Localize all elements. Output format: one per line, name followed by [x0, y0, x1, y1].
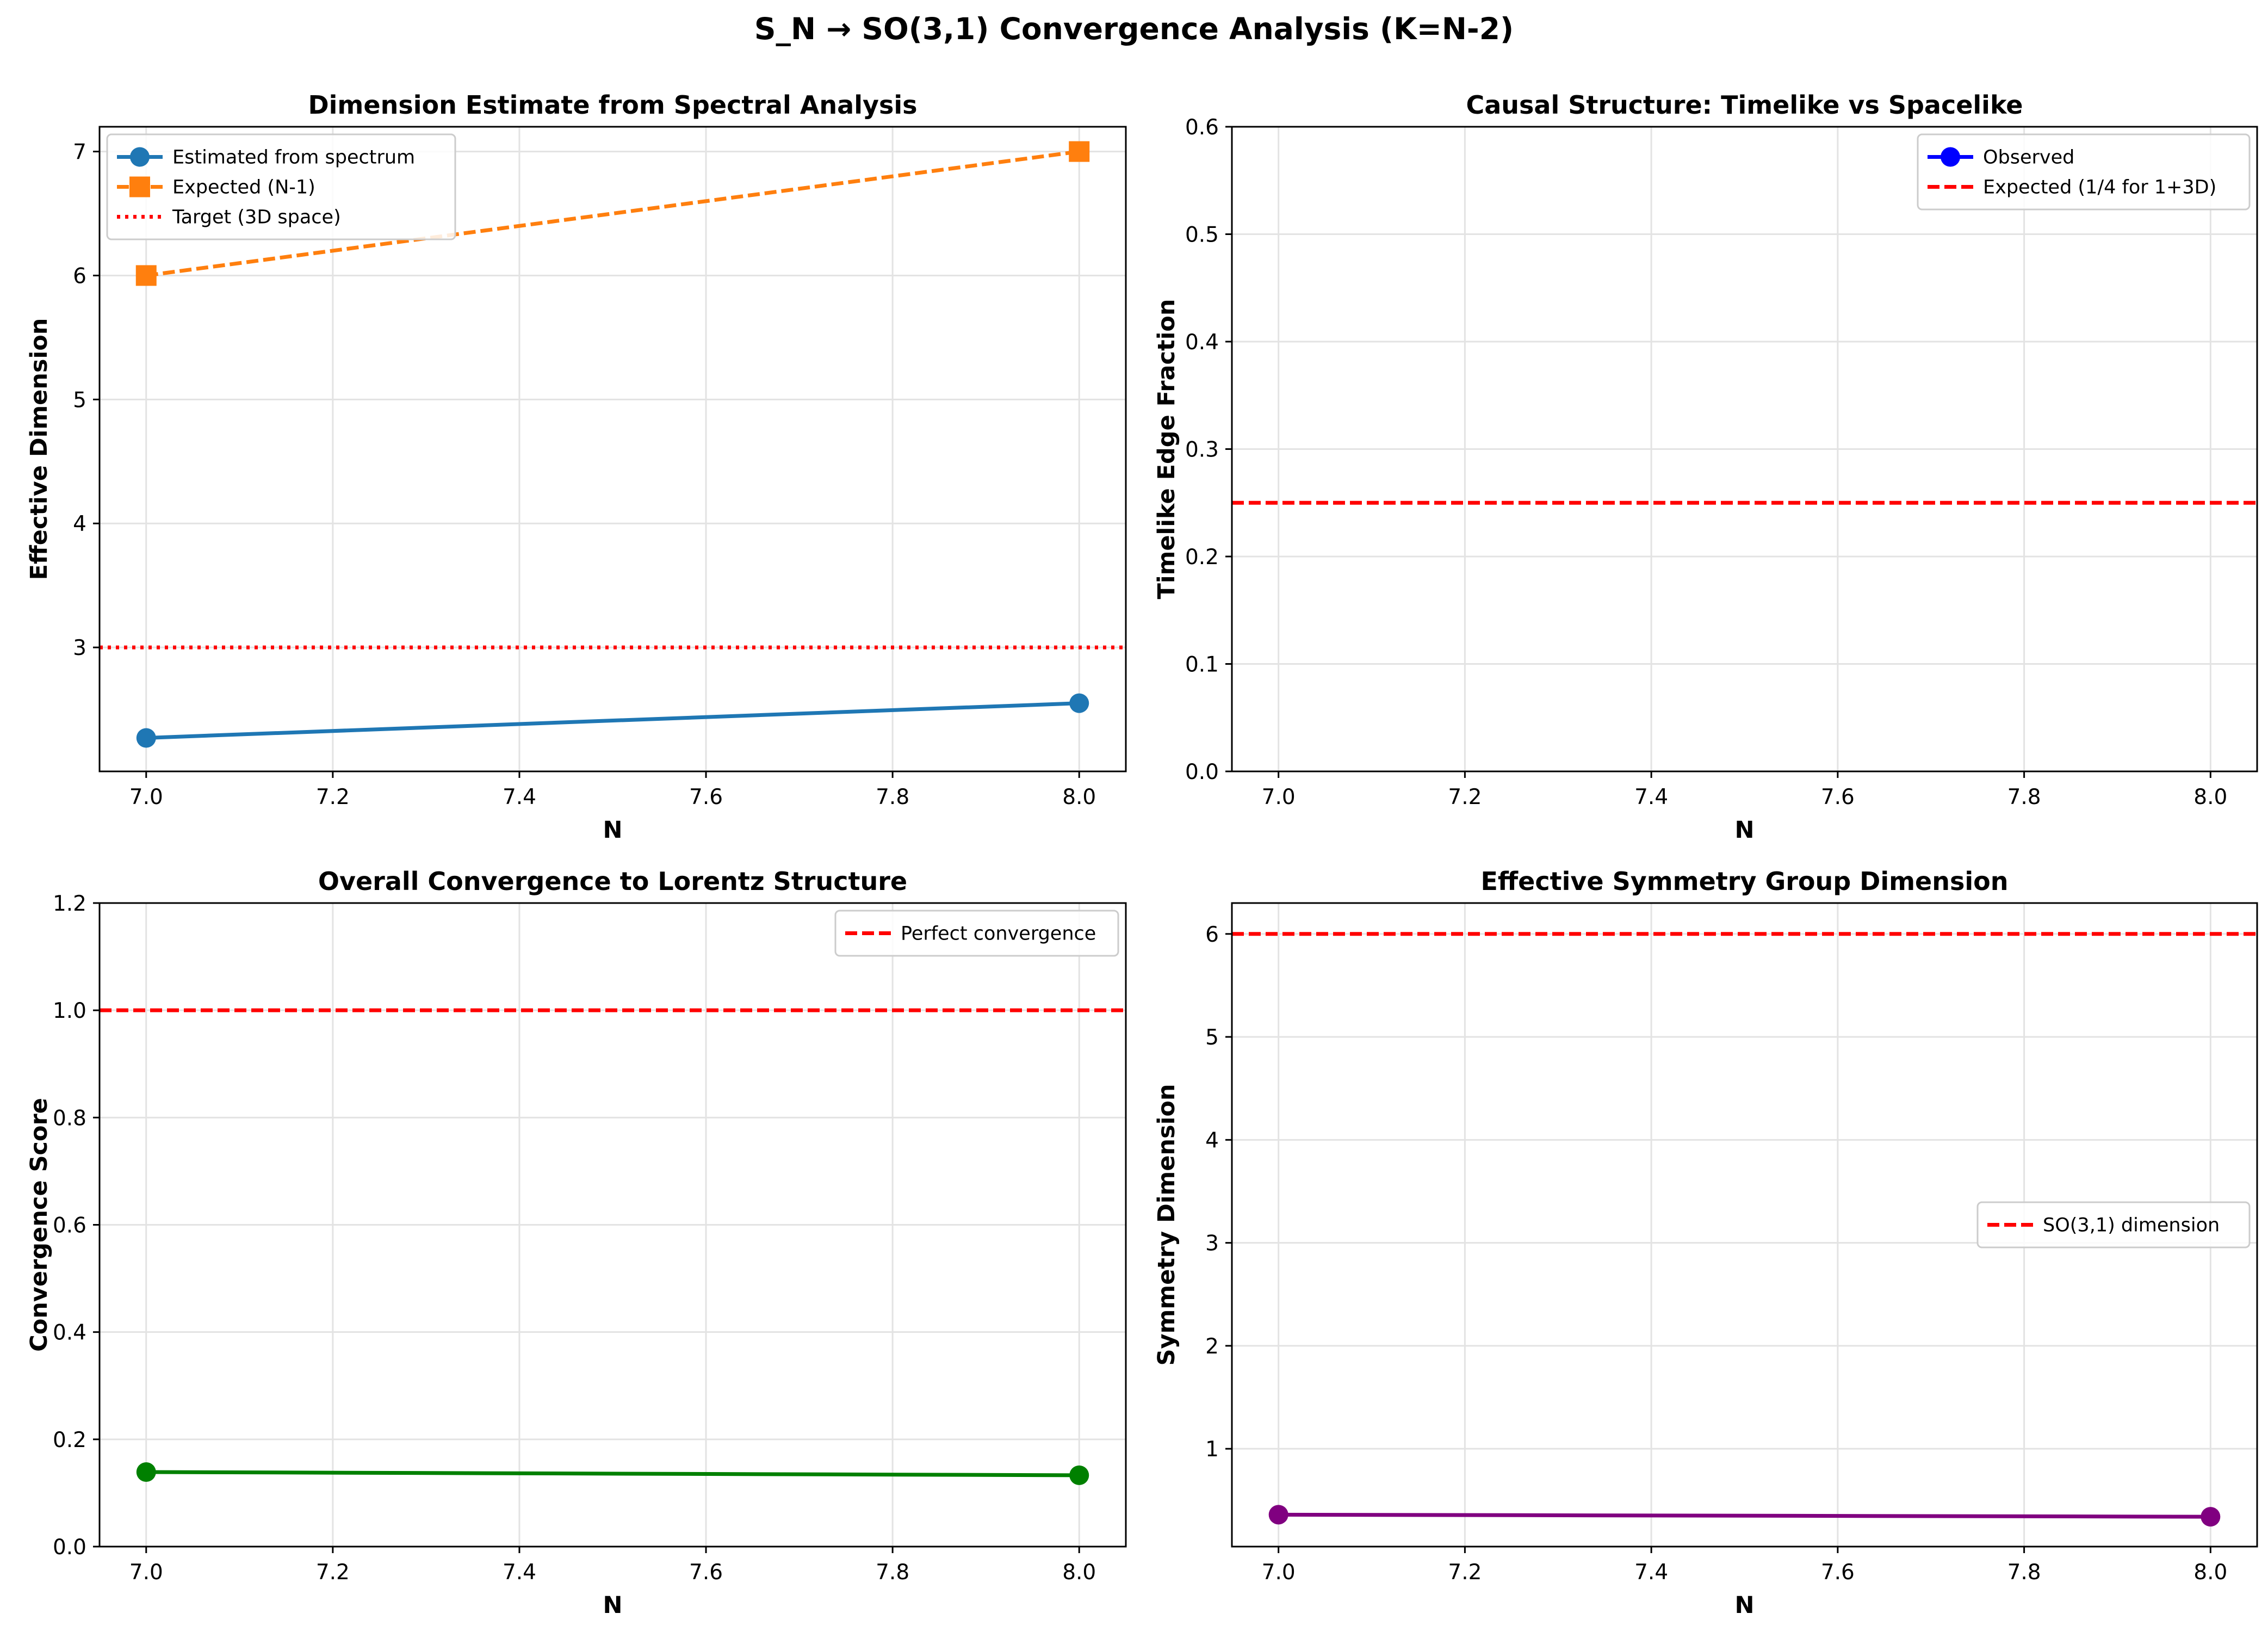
y-tick-label: 0.6 — [53, 1214, 86, 1238]
legend: Estimated from spectrum Expected (N-1) Tar… — [106, 133, 456, 240]
x-tick-label: 7.4 — [503, 785, 536, 809]
x-tick-label: 8.0 — [1062, 785, 1096, 809]
legend-box — [1917, 133, 2251, 211]
series-line-1 — [146, 1470, 1080, 1478]
y-tick-label: 7 — [73, 140, 86, 165]
y-axis-label: Timelike Edge Fraction — [1153, 299, 1180, 599]
y-tick-label: 0.0 — [1185, 760, 1219, 784]
y-tick-label: 5 — [73, 388, 86, 412]
data-point — [1069, 141, 1090, 162]
x-tick-label: 7.8 — [876, 785, 909, 809]
x-axis-label: N — [603, 1592, 623, 1619]
legend-label: Observed — [1983, 147, 2074, 169]
x-axis-label: N — [1735, 817, 1755, 844]
data-point — [1268, 1505, 1288, 1525]
y-tick-label: 0.0 — [53, 1535, 86, 1560]
plot-frame — [98, 126, 1127, 772]
legend-label: SO(3,1) dimension — [2043, 1215, 2220, 1237]
y-tick-label: 4 — [1205, 1128, 1219, 1153]
legend-label: Expected (N-1) — [172, 177, 315, 199]
series-line-1 — [146, 701, 1080, 740]
legend-swatch-marker — [129, 176, 150, 197]
data-point — [135, 265, 157, 286]
y-tick-label: 0.4 — [53, 1321, 86, 1345]
legend: Perfect convergence — [834, 910, 1119, 957]
y-tick-label: 1 — [1205, 1437, 1219, 1462]
panel-title: Causal Structure: Timelike vs Spacelike — [1466, 90, 2023, 120]
y-tick-label: 6 — [1205, 923, 1219, 947]
x-tick-label: 7.6 — [1821, 1560, 1855, 1585]
y-tick-label: 3 — [73, 636, 86, 660]
legend-swatch-marker — [1941, 147, 1960, 167]
legend-box — [106, 133, 456, 240]
y-tick-label: 3 — [1205, 1232, 1219, 1256]
x-tick-label: 7.2 — [316, 1560, 350, 1585]
x-tick-label: 7.4 — [1634, 1560, 1668, 1585]
y-tick-label: 0.6 — [1185, 115, 1219, 140]
legend: Observed Expected (1/4 for 1+3D) — [1917, 133, 2251, 211]
y-tick-label: 0.4 — [1185, 330, 1219, 355]
x-tick-label: 7.2 — [1448, 785, 1482, 809]
y-tick-label: 5 — [1205, 1025, 1219, 1050]
y-tick-label: 0.3 — [1185, 438, 1219, 462]
panel-3: 7.0 7.2 7.4 7.6 7.8 8.0 0.0 0.2 0.4 0.6 0.8 1.0 1.2 O… — [26, 867, 1127, 1619]
legend-label: Perfect convergence — [901, 923, 1096, 945]
x-tick-label: 7.4 — [503, 1560, 536, 1585]
x-tick-label: 7.0 — [129, 1560, 163, 1585]
x-tick-label: 7.0 — [1262, 785, 1296, 809]
data-point — [1069, 1465, 1089, 1485]
y-tick-label: 0.8 — [53, 1106, 86, 1130]
legend: SO(3,1) dimension — [1976, 1201, 2251, 1248]
data-point — [2201, 1507, 2221, 1527]
x-tick-label: 7.0 — [1262, 1560, 1296, 1585]
x-tick-label: 7.2 — [316, 785, 350, 809]
legend-label: Estimated from spectrum — [172, 147, 415, 169]
x-tick-label: 7.8 — [2007, 1560, 2041, 1585]
y-axis-label: Symmetry Dimension — [1153, 1084, 1180, 1365]
panel-title: Overall Convergence to Lorentz Structure — [318, 867, 907, 896]
panel-1: 7.0 7.2 7.4 7.6 7.8 8.0 3 4 5 6 7 Dimension Estimat… — [26, 90, 1127, 844]
x-tick-label: 7.2 — [1448, 1560, 1482, 1585]
x-tick-label: 7.6 — [1821, 785, 1855, 809]
panel-title: Dimension Estimate from Spectral Analysi… — [308, 90, 917, 120]
x-tick-label: 7.4 — [1634, 785, 1668, 809]
y-axis-label: Convergence Score — [26, 1098, 53, 1352]
data-point — [136, 728, 156, 748]
y-tick-label: 0.5 — [1185, 223, 1219, 248]
data-point — [136, 1462, 156, 1482]
x-tick-label: 7.8 — [2007, 785, 2041, 809]
x-tick-label: 7.0 — [129, 785, 163, 809]
x-tick-label: 8.0 — [2193, 1560, 2227, 1585]
legend-box — [1976, 1201, 2251, 1248]
x-axis-label: N — [603, 817, 623, 844]
y-tick-label: 0.2 — [53, 1428, 86, 1452]
x-axis-label: N — [1735, 1592, 1755, 1619]
legend-label: Target (3D space) — [172, 207, 341, 228]
plot-frame — [1231, 902, 2258, 1548]
panel-4: 7.0 7.2 7.4 7.6 7.8 8.0 1 2 3 4 5 6 Effective Symmet… — [1153, 867, 2258, 1619]
y-tick-label: 1.0 — [53, 999, 86, 1023]
legend-box — [834, 910, 1119, 957]
y-tick-label: 4 — [73, 512, 86, 536]
figure-title: S_N → SO(3,1) Convergence Analysis (K=N-… — [754, 11, 1514, 46]
y-tick-label: 6 — [73, 264, 86, 288]
x-tick-label: 7.8 — [876, 1560, 909, 1585]
x-tick-label: 7.6 — [689, 1560, 723, 1585]
legend-swatch-marker — [130, 147, 150, 167]
x-tick-label: 7.6 — [689, 785, 723, 809]
y-tick-label: 2 — [1205, 1334, 1219, 1359]
y-tick-label: 1.2 — [53, 892, 86, 916]
legend-label: Expected (1/4 for 1+3D) — [1983, 177, 2216, 199]
series-line-1 — [1278, 1512, 2211, 1519]
data-point — [1069, 693, 1089, 713]
y-tick-label: 0.1 — [1185, 653, 1219, 677]
y-tick-label: 0.2 — [1185, 545, 1219, 570]
y-axis-label: Effective Dimension — [26, 318, 53, 580]
panel-title: Effective Symmetry Group Dimension — [1480, 867, 2008, 896]
x-tick-label: 8.0 — [1062, 1560, 1096, 1585]
panel-2: 7.0 7.2 7.4 7.6 7.8 8.0 0.0 0.1 0.2 0.3 0.4 0.5 0.6 C… — [1153, 90, 2258, 844]
x-tick-label: 8.0 — [2193, 785, 2227, 809]
series-line-2 — [146, 150, 1080, 277]
